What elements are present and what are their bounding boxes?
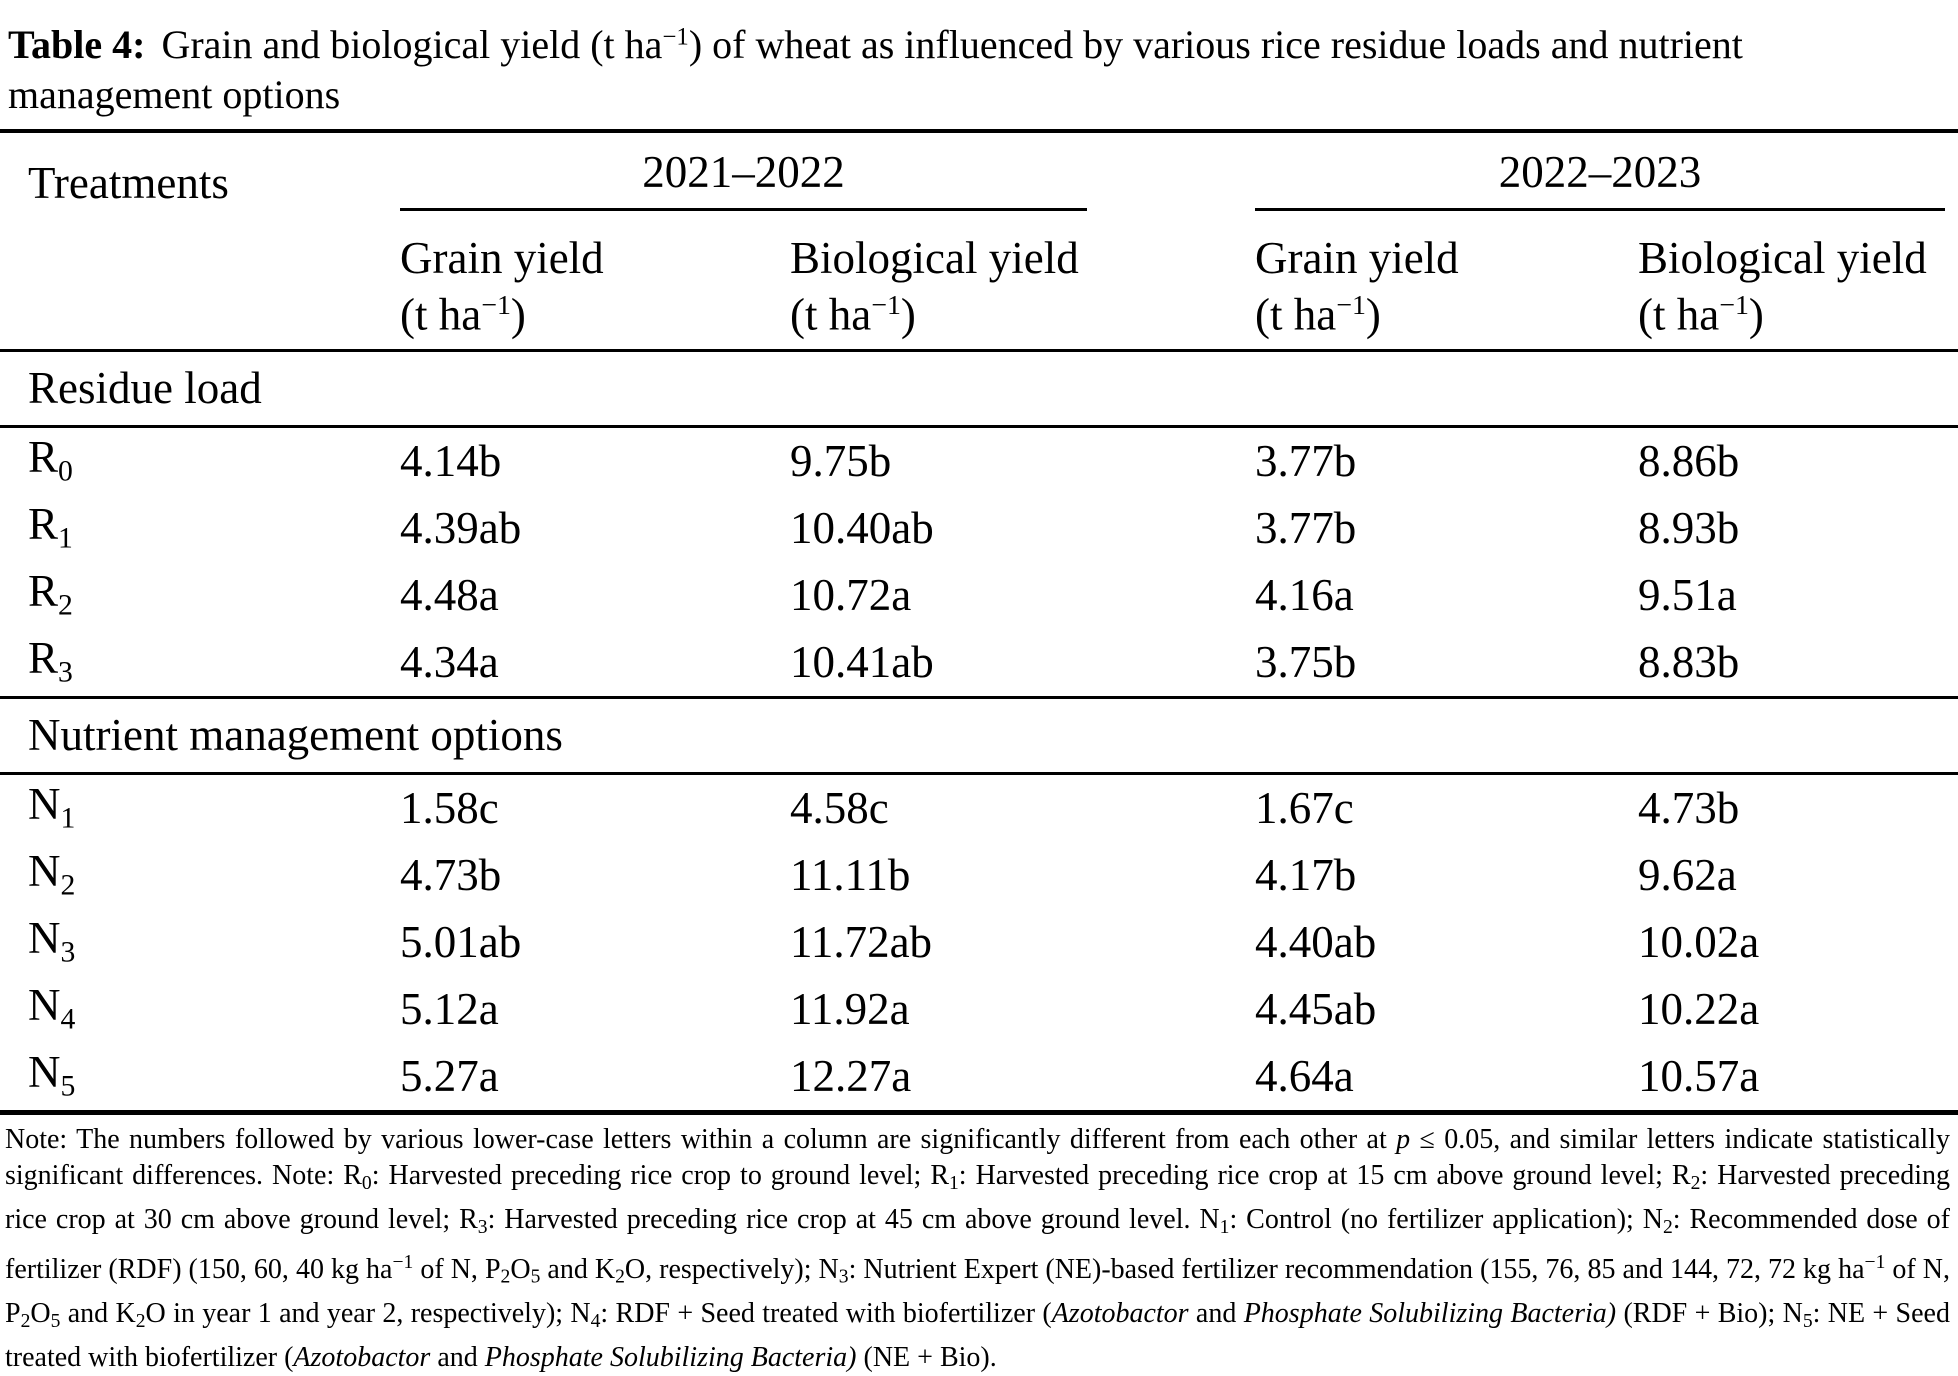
cell: 8.93b (1638, 502, 1740, 553)
cell: 4.58c (790, 782, 889, 833)
treatments-column-header: Treatments (0, 130, 400, 352)
cell: 10.02a (1638, 916, 1760, 967)
cell: 9.62a (1638, 849, 1737, 900)
row-label: R1 (28, 499, 73, 555)
table-footnote: Note: The numbers followed by various lo… (5, 1123, 1951, 1373)
cell: 5.27a (400, 1050, 499, 1101)
cell: 5.01ab (400, 916, 522, 967)
year-group-2021-2022: 2021–2022 (400, 131, 1255, 211)
cell: 12.27a (790, 1050, 912, 1101)
section-header-label: Residue load (0, 348, 1958, 428)
yield-table: Treatments 2021–2022 2022–2023 Grain yie… (0, 128, 1958, 1115)
cell: 9.75b (790, 435, 892, 486)
section-header-label: Nutrient management options (0, 695, 1958, 775)
col-header-biological-yield-y2: Biological yield (t ha−1) (1638, 210, 1958, 352)
cell: 8.86b (1638, 435, 1740, 486)
cell: 9.51a (1638, 569, 1737, 620)
cell: 10.22a (1638, 983, 1760, 1034)
row-label: N4 (28, 980, 76, 1036)
row-label: R0 (28, 432, 73, 488)
table-row: N2 4.73b 11.11b 4.17b 9.62a (0, 842, 1958, 909)
row-label: N5 (28, 1047, 76, 1103)
cell: 3.75b (1255, 636, 1357, 687)
cell: 10.40ab (790, 502, 934, 553)
col-header-grain-yield-y1: Grain yield (t ha−1) (400, 210, 790, 352)
cell: 4.34a (400, 636, 499, 687)
year-group-underline: 2022–2023 (1255, 146, 1945, 211)
section-header-residue-load: Residue load (0, 348, 1958, 428)
cell: 10.72a (790, 569, 912, 620)
cell: 11.92a (790, 983, 910, 1034)
cell: 3.77b (1255, 435, 1357, 486)
table-row: R1 4.39ab 10.40ab 3.77b 8.93b (0, 495, 1958, 562)
table-caption-label: Table 4: (8, 21, 146, 67)
cell: 4.39ab (400, 502, 522, 553)
year-group-underline: 2021–2022 (400, 146, 1087, 211)
year-header-row: Treatments 2021–2022 2022–2023 (0, 130, 1958, 352)
cell: 4.17b (1255, 849, 1357, 900)
cell: 1.58c (400, 782, 499, 833)
cell: 10.41ab (790, 636, 934, 687)
subheader-row: Grain yield (t ha−1) Biological yield (t h… (0, 210, 1958, 352)
section-header-nutrient-management: Nutrient management options (0, 695, 1958, 775)
cell: 3.77b (1255, 502, 1357, 553)
row-label: N3 (28, 913, 76, 969)
table-row: N4 5.12a 11.92a 4.45ab 10.22a (0, 976, 1958, 1043)
table-row: N3 5.01ab 11.72ab 4.40ab 10.02a (0, 909, 1958, 976)
cell: 4.48a (400, 569, 499, 620)
cell: 8.83b (1638, 636, 1740, 687)
cell: 11.11b (790, 849, 911, 900)
col-header-biological-yield-y1: Biological yield (t ha−1) (790, 210, 1255, 352)
row-label: R2 (28, 566, 73, 622)
table-row: N1 1.58c 4.58c 1.67c 4.73b (0, 773, 1958, 842)
cell: 4.45ab (1255, 983, 1377, 1034)
year-group-2022-2023: 2022–2023 (1255, 131, 1958, 211)
row-label: N2 (28, 846, 76, 902)
table-caption: Table 4: Grain and biological yield (t ha… (0, 0, 1958, 120)
cell: 4.73b (400, 849, 502, 900)
cell: 4.14b (400, 435, 502, 486)
cell: 4.16a (1255, 569, 1354, 620)
cell: 11.72ab (790, 916, 933, 967)
table-row: R0 4.14b 9.75b 3.77b 8.86b (0, 426, 1958, 495)
cell: 10.57a (1638, 1050, 1760, 1101)
col-header-grain-yield-y2: Grain yield (t ha−1) (1255, 210, 1638, 352)
cell: 1.67c (1255, 782, 1354, 833)
cell: 4.64a (1255, 1050, 1354, 1101)
table-caption-text: Grain and biological yield (t ha−1) of w… (8, 21, 1743, 117)
cell: 4.40ab (1255, 916, 1377, 967)
row-label: R3 (28, 633, 73, 689)
table-row: R3 4.34a 10.41ab 3.75b 8.83b (0, 629, 1958, 698)
table-row: R2 4.48a 10.72a 4.16a 9.51a (0, 562, 1958, 629)
cell: 5.12a (400, 983, 499, 1034)
row-label: N1 (28, 779, 76, 835)
table-row: N5 5.27a 12.27a 4.64a 10.57a (0, 1043, 1958, 1113)
cell: 4.73b (1638, 782, 1740, 833)
